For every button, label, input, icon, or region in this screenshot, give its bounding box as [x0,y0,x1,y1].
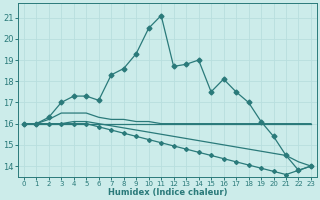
X-axis label: Humidex (Indice chaleur): Humidex (Indice chaleur) [108,188,227,197]
